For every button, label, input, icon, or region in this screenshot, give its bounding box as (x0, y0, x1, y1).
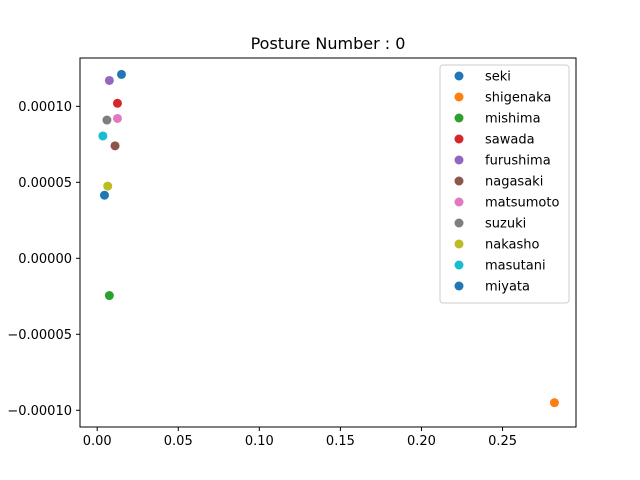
legend-label: shigenaka (485, 91, 551, 106)
y-tick-label: −0.00010 (7, 404, 72, 419)
x-tick-label: 0.20 (407, 434, 436, 449)
legend-marker-nagasaki (454, 176, 464, 186)
legend-box (439, 64, 570, 304)
x-tick-label: 0.00 (83, 434, 112, 449)
x-tick-label: 0.05 (164, 434, 193, 449)
plot-frame (79, 57, 577, 428)
legend-label: miyata (485, 280, 530, 295)
legend-label: nagasaki (485, 175, 543, 190)
data-point-suzuki (102, 115, 112, 125)
data-point-miyata (99, 190, 109, 200)
legend-label: sawada (485, 133, 535, 148)
x-tick-label: 0.15 (326, 434, 355, 449)
legend-marker-furushima (454, 155, 464, 165)
legend-marker-nakasho (454, 239, 464, 249)
legend-label: matsumoto (485, 196, 559, 211)
legend-marker-miyata (454, 281, 464, 291)
legend-marker-masutani (454, 260, 464, 270)
data-point-nagasaki (110, 141, 120, 151)
data-point-matsumoto (112, 113, 122, 123)
y-axis: −0.00010 −0.00005 0.00000 0.00005 0.00010 (7, 100, 80, 419)
y-tick-label: 0.00005 (18, 176, 72, 191)
x-tick-label: 0.25 (488, 434, 517, 449)
legend-marker-mishima (454, 113, 464, 123)
legend-marker-matsumoto (454, 197, 464, 207)
legend: seki shigenaka mishima sawada furushima nagas… (439, 64, 570, 304)
legend-marker-shigenaka (454, 92, 464, 102)
legend-label: nakasho (485, 238, 539, 253)
plot-area (79, 57, 577, 428)
data-point-shigenaka (549, 398, 559, 408)
legend-marker-seki (454, 71, 464, 81)
legend-label: suzuki (485, 217, 526, 232)
data-point-seki (117, 69, 127, 79)
data-point-mishima (104, 291, 114, 301)
chart-title: Posture Number : 0 (251, 34, 406, 53)
legend-label: seki (485, 70, 511, 85)
data-point-masutani (98, 131, 108, 141)
legend-label: mishima (485, 112, 541, 127)
legend-label: furushima (485, 154, 551, 169)
data-point-furushima (104, 75, 114, 85)
y-tick-label: −0.00005 (7, 328, 72, 343)
y-tick-label: 0.00000 (18, 252, 72, 267)
x-axis: 0.00 0.05 0.10 0.15 0.20 0.25 (83, 427, 517, 449)
x-tick-label: 0.10 (245, 434, 274, 449)
y-tick-label: 0.00010 (18, 100, 72, 115)
data-point-sawada (112, 98, 122, 108)
legend-marker-sawada (454, 134, 464, 144)
legend-label: masutani (485, 259, 546, 274)
data-points (98, 69, 559, 408)
legend-marker-suzuki (454, 218, 464, 228)
data-point-nakasho (103, 181, 113, 191)
